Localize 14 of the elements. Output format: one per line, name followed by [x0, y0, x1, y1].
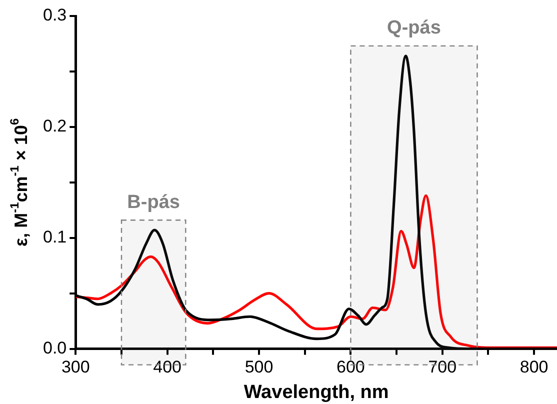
band-label: Q-pás — [387, 18, 441, 39]
y-tick-label: 0.3 — [42, 6, 67, 25]
y-tick-label: 0.2 — [42, 116, 67, 136]
y-tick-label: 0.1 — [42, 228, 67, 247]
y-axis-title: ε, M-1cm-1 × 106 — [7, 118, 31, 246]
x-tick-label: 600 — [336, 358, 365, 377]
x-tick-label: 400 — [153, 358, 182, 377]
x-tick-label: 300 — [61, 358, 90, 377]
x-tick-label: 500 — [244, 358, 274, 377]
x-tick-label: 700 — [428, 358, 457, 377]
x-axis-title: Wavelength, nm — [244, 382, 389, 403]
band-label: B-pás — [127, 192, 180, 213]
y-tick-label: 0.0 — [42, 338, 67, 358]
x-tick-label: 800 — [520, 358, 548, 377]
